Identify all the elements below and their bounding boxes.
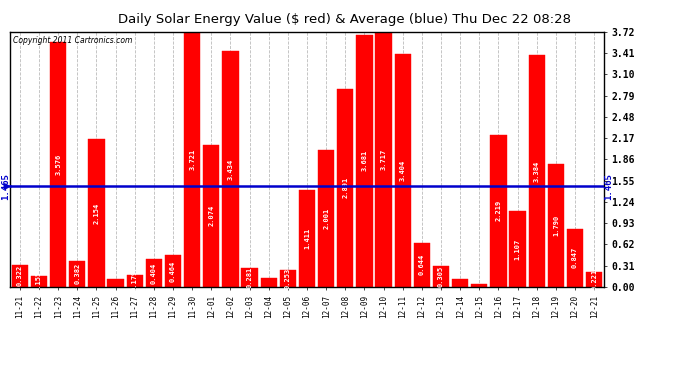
Text: 2.074: 2.074: [208, 205, 215, 226]
Text: Copyright 2011 Cartronics.com: Copyright 2011 Cartronics.com: [13, 36, 132, 45]
Bar: [241, 268, 258, 287]
Text: 0.155: 0.155: [36, 271, 42, 292]
Text: 3.721: 3.721: [189, 149, 195, 170]
Text: 0.179: 0.179: [132, 270, 138, 291]
Bar: [279, 270, 296, 287]
Text: 1.411: 1.411: [304, 228, 310, 249]
Bar: [88, 139, 105, 287]
Text: 0.382: 0.382: [75, 263, 80, 284]
Bar: [165, 255, 181, 287]
Text: 0.221: 0.221: [591, 268, 597, 290]
Bar: [299, 190, 315, 287]
Bar: [31, 276, 47, 287]
Text: 0.281: 0.281: [246, 267, 253, 288]
Bar: [548, 164, 564, 287]
Text: 3.576: 3.576: [55, 154, 61, 175]
Text: 3.717: 3.717: [381, 149, 386, 170]
Bar: [203, 145, 219, 287]
Bar: [261, 279, 277, 287]
Bar: [222, 51, 239, 287]
Bar: [509, 211, 526, 287]
Bar: [184, 32, 200, 287]
Bar: [318, 150, 335, 287]
Text: 0.253: 0.253: [285, 268, 291, 289]
Text: 0.464: 0.464: [170, 260, 176, 282]
Text: 0.644: 0.644: [419, 254, 425, 275]
Text: 2.154: 2.154: [93, 202, 99, 223]
Bar: [69, 261, 86, 287]
Bar: [12, 265, 28, 287]
Text: 0.847: 0.847: [572, 247, 578, 268]
Bar: [586, 272, 602, 287]
Bar: [108, 279, 124, 287]
Bar: [127, 274, 143, 287]
Text: 1.465: 1.465: [604, 173, 613, 200]
Bar: [567, 229, 583, 287]
Bar: [452, 279, 469, 287]
Bar: [50, 42, 66, 287]
Bar: [395, 54, 411, 287]
Bar: [356, 34, 373, 287]
Text: 3.404: 3.404: [400, 160, 406, 181]
Bar: [414, 243, 430, 287]
Text: 2.891: 2.891: [342, 177, 348, 198]
Text: 1.465: 1.465: [1, 173, 10, 200]
Text: Daily Solar Energy Value ($ red) & Average (blue) Thu Dec 22 08:28: Daily Solar Energy Value ($ red) & Avera…: [119, 13, 571, 26]
Bar: [375, 32, 392, 287]
Bar: [529, 55, 545, 287]
Text: 0.404: 0.404: [151, 262, 157, 284]
Text: 3.384: 3.384: [534, 160, 540, 182]
Text: 3.434: 3.434: [228, 159, 233, 180]
Bar: [491, 135, 506, 287]
Text: 0.322: 0.322: [17, 265, 23, 286]
Bar: [433, 266, 449, 287]
Text: 2.219: 2.219: [495, 200, 502, 222]
Text: 1.790: 1.790: [553, 215, 559, 236]
Text: 0.305: 0.305: [438, 266, 444, 287]
Text: 1.107: 1.107: [515, 238, 521, 260]
Bar: [146, 259, 162, 287]
Text: 2.001: 2.001: [323, 208, 329, 229]
Text: 3.681: 3.681: [362, 150, 368, 171]
Bar: [337, 89, 353, 287]
Bar: [471, 284, 487, 287]
